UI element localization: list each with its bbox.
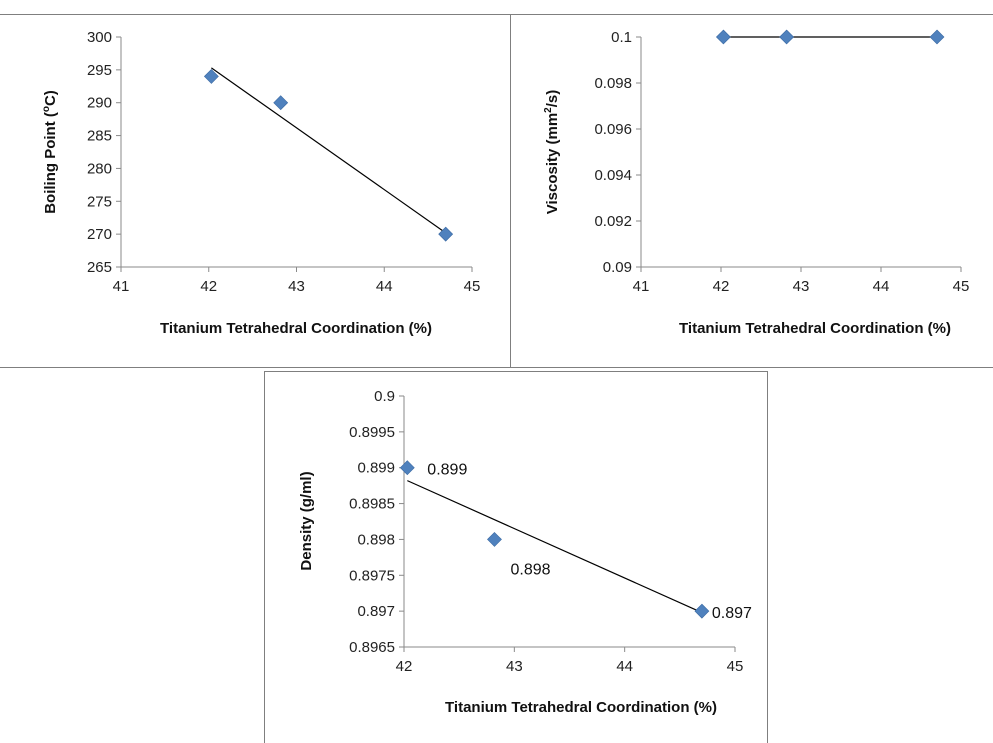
x-axis-title: Titanium Tetrahedral Coordination (%) bbox=[445, 699, 717, 716]
x-tick-label: 41 bbox=[113, 278, 130, 295]
bottom-panel-border bbox=[264, 371, 768, 743]
y-tick-label: 295 bbox=[87, 62, 112, 79]
x-tick-label: 42 bbox=[396, 658, 413, 675]
x-tick-label: 42 bbox=[713, 278, 730, 295]
y-tick-label: 0.098 bbox=[594, 75, 632, 92]
density-chart: 0.8965 0.897 0.8975 0.898 0.8985 0.899 0.8995 0… bbox=[298, 388, 752, 716]
x-axis-title: Titanium Tetrahedral Coordination (%) bbox=[160, 320, 432, 337]
y-tick-label: 300 bbox=[87, 29, 112, 46]
x-tick-label: 43 bbox=[288, 278, 305, 295]
x-tick-label: 45 bbox=[727, 658, 744, 675]
y-tick-label: 0.898 bbox=[357, 531, 395, 548]
y-tick-label: 0.8995 bbox=[349, 424, 395, 441]
y-tick-label: 290 bbox=[87, 95, 112, 112]
x-tick-label: 44 bbox=[376, 278, 393, 295]
y-tick-label: 0.899 bbox=[357, 460, 395, 477]
x-tick-label: 44 bbox=[616, 658, 633, 675]
data-point bbox=[715, 29, 731, 45]
data-point bbox=[399, 460, 415, 476]
x-tick-label: 45 bbox=[953, 278, 970, 295]
x-tick-label: 42 bbox=[200, 278, 217, 295]
data-point bbox=[487, 532, 502, 547]
x-tick-label: 41 bbox=[633, 278, 650, 295]
data-point bbox=[438, 226, 454, 242]
x-tick-label: 44 bbox=[873, 278, 890, 295]
y-axis-title: Viscosity (mm2/s) bbox=[543, 90, 561, 215]
x-axis-title: Titanium Tetrahedral Coordination (%) bbox=[679, 320, 951, 337]
y-axis-title: Boiling Point (oC) bbox=[41, 90, 59, 214]
data-point bbox=[273, 95, 289, 111]
x-tick-label: 43 bbox=[793, 278, 810, 295]
y-tick-label: 270 bbox=[87, 226, 112, 243]
data-label: 0.899 bbox=[427, 462, 467, 479]
data-label: 0.897 bbox=[712, 605, 752, 622]
boiling-point-chart: 265 270 275 280 285 290 295 300 41 42 43 44 45 Titani… bbox=[41, 29, 480, 337]
data-point bbox=[929, 29, 945, 45]
y-tick-label: 285 bbox=[87, 128, 112, 145]
y-tick-label: 0.8985 bbox=[349, 496, 395, 513]
y-tick-label: 0.1 bbox=[611, 29, 632, 46]
trendline bbox=[211, 67, 447, 234]
y-tick-label: 0.9 bbox=[374, 388, 395, 405]
data-point bbox=[694, 603, 710, 619]
y-tick-label: 0.094 bbox=[594, 167, 632, 184]
x-tick-label: 45 bbox=[464, 278, 481, 295]
y-tick-label: 265 bbox=[87, 259, 112, 276]
y-tick-label: 0.8975 bbox=[349, 567, 395, 584]
y-tick-label: 0.09 bbox=[603, 259, 632, 276]
trendline bbox=[407, 480, 703, 614]
y-tick-label: 0.897 bbox=[357, 603, 395, 620]
y-tick-label: 275 bbox=[87, 193, 112, 210]
y-tick-label: 0.8965 bbox=[349, 639, 395, 656]
data-point bbox=[779, 29, 795, 45]
y-tick-label: 0.092 bbox=[594, 213, 632, 230]
y-axis-title: Density (g/ml) bbox=[298, 471, 315, 570]
y-tick-label: 0.096 bbox=[594, 121, 632, 138]
viscosity-chart: 0.09 0.092 0.094 0.096 0.098 0.1 41 42 43 44 45 Tit… bbox=[543, 29, 969, 337]
data-point bbox=[203, 69, 219, 84]
x-tick-label: 43 bbox=[506, 658, 523, 675]
y-tick-label: 280 bbox=[87, 160, 112, 177]
data-label: 0.898 bbox=[510, 561, 550, 578]
